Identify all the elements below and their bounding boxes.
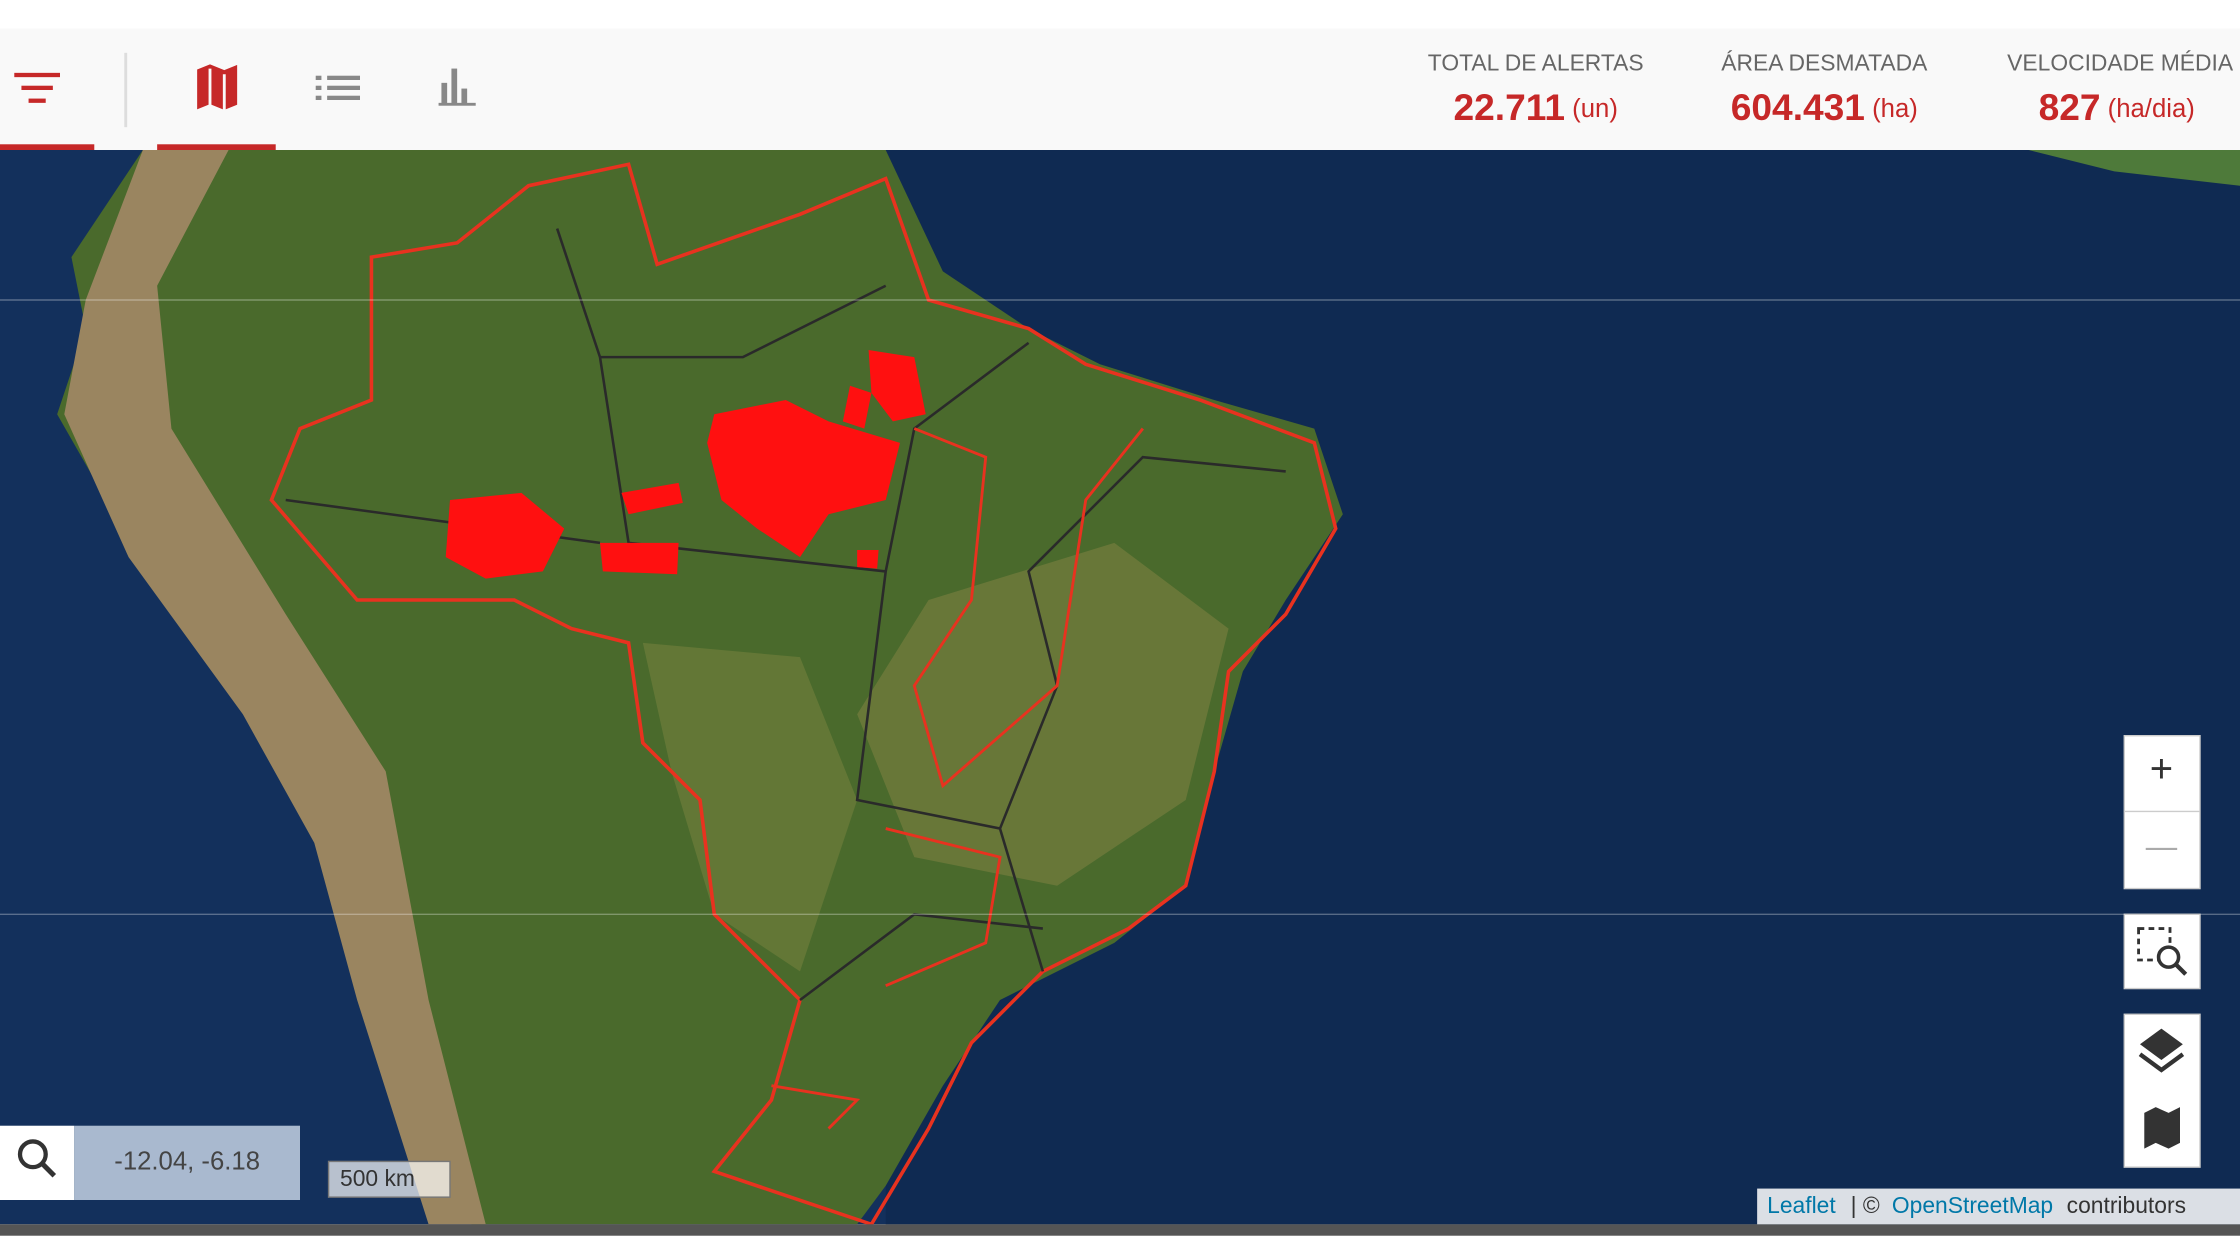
stat-number: 827 xyxy=(2039,86,2101,128)
stat-number: 604.431 xyxy=(1731,86,1865,128)
filter-button[interactable] xyxy=(0,72,95,150)
stat-unit: (ha) xyxy=(1872,95,1918,123)
stat-value: 827 (ha/dia) xyxy=(2039,86,2195,128)
zoom-out-button[interactable]: — xyxy=(2146,829,2178,864)
map-view-button[interactable] xyxy=(157,60,276,150)
layers-control[interactable] xyxy=(2123,1013,2201,1168)
stat-value: 22.711 (un) xyxy=(1454,86,1618,128)
toolbar xyxy=(0,28,2240,151)
stats: TOTAL DE ALERTAS 22.711 (un) ÁREA DESMATADA… xyxy=(1428,49,2234,127)
scale-label: 500 km xyxy=(340,1165,415,1191)
stat-unit: (ha/dia) xyxy=(2108,95,2195,123)
box-zoom-button[interactable] xyxy=(2123,913,2201,990)
chart-view-button[interactable] xyxy=(438,68,476,106)
scale-bar xyxy=(327,1160,451,1198)
list-view-button[interactable] xyxy=(315,75,360,100)
stat-unit: (un) xyxy=(1572,95,1618,123)
zoom-in-button[interactable]: + xyxy=(2150,747,2173,791)
search-control[interactable] xyxy=(0,1125,301,1200)
stat-label: TOTAL DE ALERTAS xyxy=(1428,49,1644,75)
map[interactable] xyxy=(0,150,2240,1227)
attribution-contributors: contributors xyxy=(2067,1192,2186,1218)
stat-number: 22.711 xyxy=(1454,86,1566,128)
divider xyxy=(124,52,128,128)
stat-value: 604.431 (ha) xyxy=(1731,86,1918,128)
attribution-separator: | © xyxy=(1851,1192,1880,1218)
stat-label: ÁREA DESMATADA xyxy=(1721,49,1928,75)
osm-link[interactable]: OpenStreetMap xyxy=(1892,1192,2053,1218)
stat-label: VELOCIDADE MÉDIA xyxy=(2007,49,2234,75)
coordinates: -12.04, -6.18 xyxy=(114,1148,260,1176)
footer-bar xyxy=(0,1224,2240,1236)
attribution xyxy=(1757,1188,2240,1225)
zoom-control xyxy=(2123,735,2201,890)
leaflet-link[interactable]: Leaflet xyxy=(1767,1192,1836,1218)
attribution-text: Leaflet | © OpenStreetMap contributors xyxy=(1767,1192,2186,1218)
